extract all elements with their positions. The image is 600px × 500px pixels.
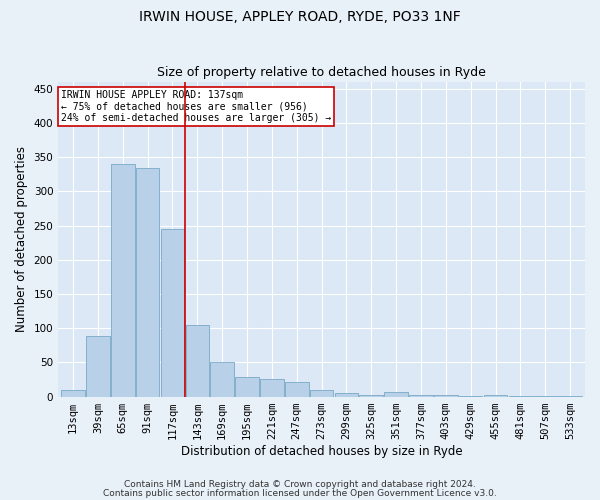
- Bar: [484, 395, 508, 396]
- Bar: [185, 325, 209, 396]
- Text: IRWIN HOUSE, APPLEY ROAD, RYDE, PO33 1NF: IRWIN HOUSE, APPLEY ROAD, RYDE, PO33 1NF: [139, 10, 461, 24]
- Y-axis label: Number of detached properties: Number of detached properties: [15, 146, 28, 332]
- Bar: [136, 168, 160, 396]
- Bar: [310, 390, 334, 396]
- Bar: [434, 395, 458, 396]
- Bar: [211, 362, 234, 396]
- Bar: [260, 380, 284, 396]
- Text: Contains HM Land Registry data © Crown copyright and database right 2024.: Contains HM Land Registry data © Crown c…: [124, 480, 476, 489]
- Bar: [86, 336, 110, 396]
- Bar: [111, 164, 134, 396]
- Text: IRWIN HOUSE APPLEY ROAD: 137sqm
← 75% of detached houses are smaller (956)
24% o: IRWIN HOUSE APPLEY ROAD: 137sqm ← 75% of…: [61, 90, 331, 123]
- Title: Size of property relative to detached houses in Ryde: Size of property relative to detached ho…: [157, 66, 486, 80]
- Bar: [385, 392, 408, 396]
- Bar: [61, 390, 85, 396]
- Bar: [409, 394, 433, 396]
- Bar: [335, 393, 358, 396]
- Bar: [285, 382, 308, 396]
- Bar: [235, 378, 259, 396]
- Bar: [161, 229, 184, 396]
- Bar: [359, 394, 383, 396]
- Text: Contains public sector information licensed under the Open Government Licence v3: Contains public sector information licen…: [103, 488, 497, 498]
- X-axis label: Distribution of detached houses by size in Ryde: Distribution of detached houses by size …: [181, 444, 463, 458]
